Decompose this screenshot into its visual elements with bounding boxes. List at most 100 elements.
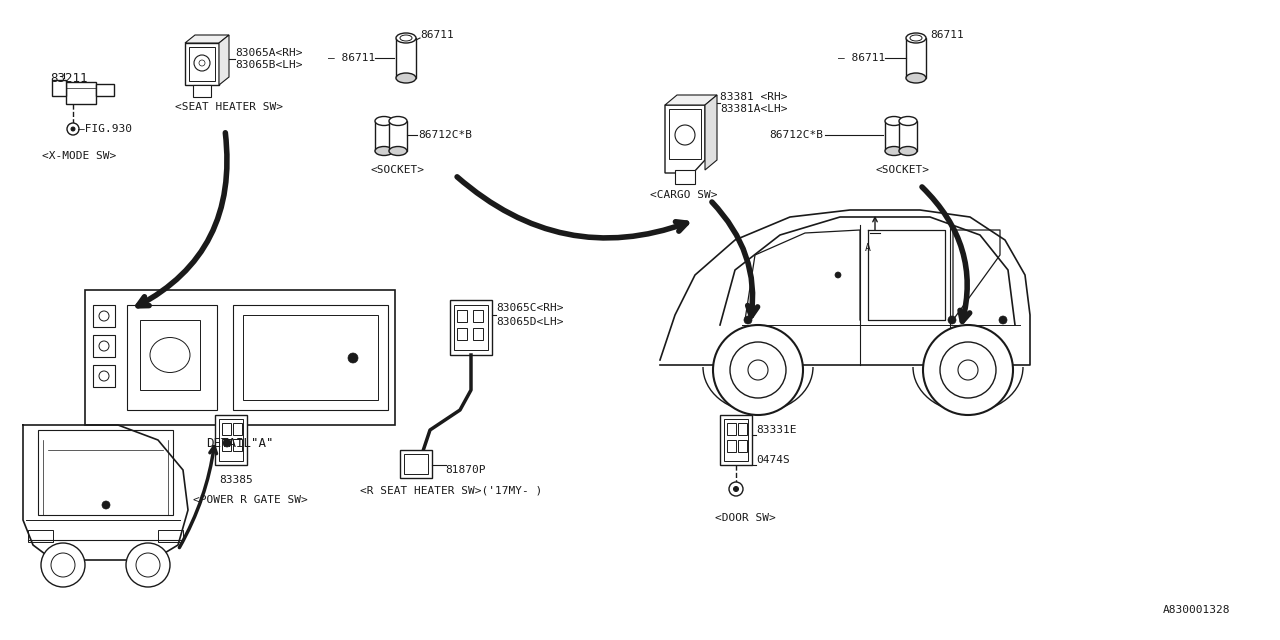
Text: A: A bbox=[865, 243, 870, 253]
Ellipse shape bbox=[396, 73, 416, 83]
Bar bbox=[375, 121, 393, 151]
Text: DETAIL"A": DETAIL"A" bbox=[206, 437, 274, 450]
Text: 83381A<LH>: 83381A<LH> bbox=[721, 104, 787, 114]
Bar bbox=[93, 335, 115, 357]
Bar bbox=[457, 328, 467, 340]
Polygon shape bbox=[705, 95, 717, 170]
Circle shape bbox=[125, 543, 170, 587]
Text: <CARGO SW>: <CARGO SW> bbox=[650, 190, 718, 200]
Bar bbox=[404, 454, 428, 474]
Ellipse shape bbox=[396, 33, 416, 43]
Ellipse shape bbox=[899, 116, 916, 125]
Bar bbox=[93, 305, 115, 327]
Bar bbox=[186, 43, 219, 85]
Bar bbox=[739, 423, 748, 435]
Circle shape bbox=[948, 316, 956, 324]
Bar bbox=[451, 300, 492, 355]
Bar bbox=[721, 415, 753, 465]
Circle shape bbox=[348, 353, 358, 363]
Text: <POWER R GATE SW>: <POWER R GATE SW> bbox=[193, 495, 307, 505]
Bar bbox=[454, 305, 488, 350]
Circle shape bbox=[41, 543, 84, 587]
Text: <DOOR SW>: <DOOR SW> bbox=[716, 513, 776, 523]
Bar bbox=[28, 530, 52, 542]
Text: 83381 <RH>: 83381 <RH> bbox=[721, 92, 787, 102]
Ellipse shape bbox=[884, 147, 902, 156]
Bar bbox=[67, 82, 96, 104]
Ellipse shape bbox=[389, 116, 407, 125]
Bar bbox=[401, 450, 433, 478]
Bar bbox=[474, 310, 483, 322]
Text: 86712C*B: 86712C*B bbox=[419, 130, 472, 140]
Ellipse shape bbox=[389, 147, 407, 156]
Circle shape bbox=[102, 501, 110, 509]
Text: <SOCKET>: <SOCKET> bbox=[370, 165, 424, 175]
Text: A830001328: A830001328 bbox=[1162, 605, 1230, 615]
Bar bbox=[215, 415, 247, 465]
Bar bbox=[219, 419, 243, 461]
Circle shape bbox=[923, 325, 1012, 415]
Bar bbox=[727, 423, 736, 435]
Circle shape bbox=[675, 125, 695, 145]
Circle shape bbox=[67, 123, 79, 135]
Text: 86712C*B: 86712C*B bbox=[769, 130, 823, 140]
Text: 83065D<LH>: 83065D<LH> bbox=[497, 317, 563, 327]
Ellipse shape bbox=[884, 116, 902, 125]
Bar bbox=[899, 121, 916, 151]
Bar bbox=[93, 365, 115, 387]
Bar bbox=[669, 109, 701, 159]
Ellipse shape bbox=[375, 147, 393, 156]
Polygon shape bbox=[666, 95, 717, 105]
Circle shape bbox=[733, 486, 739, 492]
Bar bbox=[189, 47, 215, 81]
Bar bbox=[127, 305, 218, 410]
Text: 86711: 86711 bbox=[931, 30, 964, 40]
Bar bbox=[396, 38, 416, 78]
Bar bbox=[233, 423, 242, 435]
Text: <SOCKET>: <SOCKET> bbox=[876, 165, 929, 175]
Text: — 86711: — 86711 bbox=[837, 53, 884, 63]
Bar bbox=[157, 530, 183, 542]
Bar bbox=[96, 84, 114, 96]
Bar bbox=[474, 328, 483, 340]
Text: 83065A<RH>: 83065A<RH> bbox=[236, 48, 302, 58]
Text: 83331E: 83331E bbox=[756, 425, 796, 435]
Bar bbox=[221, 423, 230, 435]
Text: <SEAT HEATER SW>: <SEAT HEATER SW> bbox=[175, 102, 283, 112]
Bar bbox=[52, 80, 67, 96]
Circle shape bbox=[730, 482, 742, 496]
Polygon shape bbox=[219, 35, 229, 85]
Text: 86711: 86711 bbox=[420, 30, 453, 40]
Ellipse shape bbox=[375, 116, 393, 125]
Bar bbox=[233, 439, 242, 451]
Ellipse shape bbox=[899, 147, 916, 156]
Bar bbox=[389, 121, 407, 151]
Bar bbox=[243, 315, 378, 400]
Text: 83065B<LH>: 83065B<LH> bbox=[236, 60, 302, 70]
Circle shape bbox=[713, 325, 803, 415]
Text: 0474S: 0474S bbox=[756, 455, 790, 465]
Text: 83065C<RH>: 83065C<RH> bbox=[497, 303, 563, 313]
Text: 83385: 83385 bbox=[219, 475, 252, 485]
Circle shape bbox=[744, 316, 753, 324]
Bar bbox=[884, 121, 902, 151]
Ellipse shape bbox=[906, 73, 925, 83]
Text: <R SEAT HEATER SW>('17MY- ): <R SEAT HEATER SW>('17MY- ) bbox=[360, 485, 543, 495]
Bar bbox=[457, 310, 467, 322]
Polygon shape bbox=[666, 105, 705, 173]
Bar bbox=[233, 305, 388, 410]
Circle shape bbox=[835, 272, 841, 278]
Text: — 86711: — 86711 bbox=[328, 53, 375, 63]
Bar bbox=[140, 320, 200, 390]
Text: 83211: 83211 bbox=[50, 72, 87, 85]
Circle shape bbox=[223, 439, 230, 447]
Bar bbox=[221, 439, 230, 451]
Polygon shape bbox=[660, 210, 1030, 365]
Bar bbox=[906, 38, 925, 78]
Bar bbox=[675, 170, 695, 184]
Text: <X-MODE SW>: <X-MODE SW> bbox=[42, 151, 116, 161]
Circle shape bbox=[998, 316, 1007, 324]
Bar bbox=[727, 440, 736, 452]
Circle shape bbox=[70, 127, 76, 131]
Bar bbox=[193, 85, 211, 97]
